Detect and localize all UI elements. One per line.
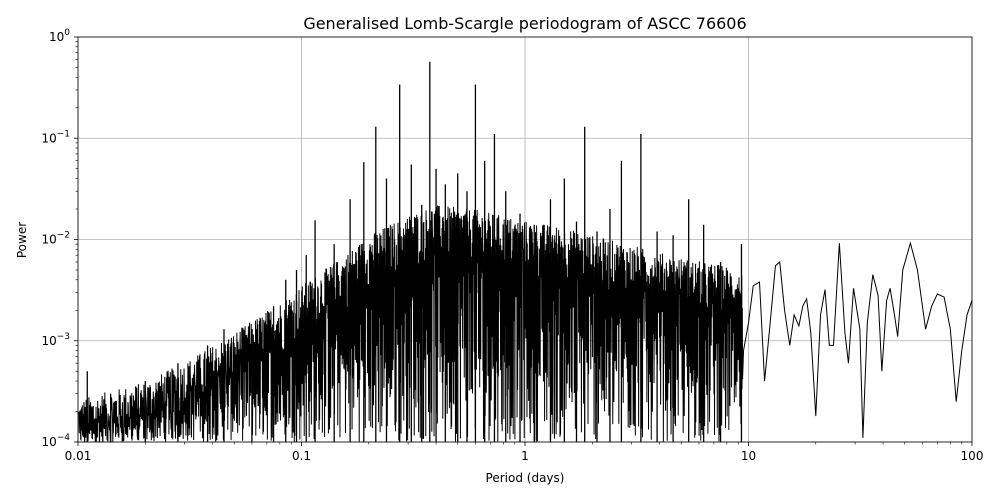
- minor-ticks: [75, 41, 963, 445]
- x-axis-label: Period (days): [486, 471, 565, 485]
- x-tick-label: 0.01: [65, 449, 92, 463]
- y-tick-label: 10−4: [41, 433, 70, 449]
- y-tick-label: 10−3: [41, 332, 70, 348]
- x-tick-label: 100: [961, 449, 984, 463]
- y-tick-label: 10−1: [41, 129, 70, 145]
- x-axis-ticks: 0.01 0.1 1 10 100: [65, 442, 984, 463]
- x-tick-label: 0.1: [292, 449, 311, 463]
- y-tick-label: 100: [49, 28, 70, 44]
- x-tick-label: 10: [741, 449, 756, 463]
- chart-title: Generalised Lomb-Scargle periodogram of …: [303, 14, 746, 33]
- periodogram-line: [78, 205, 973, 443]
- y-axis-ticks: 10−4 10−3 10−2 10−1 100: [41, 28, 78, 449]
- y-axis-label: Power: [15, 222, 29, 258]
- plot-area: [78, 61, 973, 443]
- y-tick-label: 10−2: [41, 231, 70, 247]
- x-tick-label: 1: [521, 449, 529, 463]
